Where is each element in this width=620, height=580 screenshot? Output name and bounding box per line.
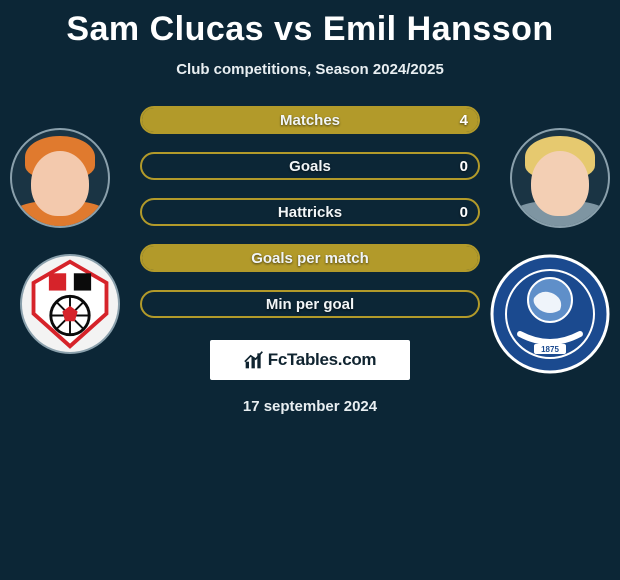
fctables-logo: FcTables.com bbox=[210, 340, 410, 380]
title-player-right: Emil Hansson bbox=[323, 10, 554, 48]
stat-bar-min-per-goal: Min per goal bbox=[140, 290, 480, 318]
fctables-logo-text: FcTables.com bbox=[268, 350, 377, 370]
bar-chart-icon bbox=[244, 350, 264, 370]
title-player-left: Sam Clucas bbox=[66, 10, 264, 48]
player-left-skin bbox=[31, 151, 89, 216]
stat-bar-value-right: 0 bbox=[460, 204, 468, 221]
club-right-crest-icon: 1875 bbox=[490, 254, 610, 374]
svg-text:1875: 1875 bbox=[541, 345, 559, 354]
stat-bar-value-right: 4 bbox=[460, 112, 468, 129]
stat-bars: Matches 4 Goals 0 Hattricks 0 Goals per match M… bbox=[140, 106, 480, 318]
date-text: 17 september 2024 bbox=[0, 398, 620, 415]
title-vs: vs bbox=[274, 10, 313, 48]
stat-bar-label: Goals per match bbox=[251, 250, 369, 267]
stat-bar-goals-per-match: Goals per match bbox=[140, 244, 480, 272]
stat-bar-goals: Goals 0 bbox=[140, 152, 480, 180]
subtitle: Club competitions, Season 2024/2025 bbox=[0, 61, 620, 78]
player-right-face bbox=[512, 130, 608, 226]
stat-bar-label: Goals bbox=[289, 158, 331, 175]
player-left-face bbox=[12, 130, 108, 226]
club-left-crest-icon bbox=[22, 256, 118, 352]
stat-bar-matches: Matches 4 bbox=[140, 106, 480, 134]
stat-bar-label: Hattricks bbox=[278, 204, 342, 221]
stat-bar-label: Min per goal bbox=[266, 296, 354, 313]
player-right-avatar bbox=[510, 128, 610, 228]
stat-bar-value-right: 0 bbox=[460, 158, 468, 175]
stat-bar-hattricks: Hattricks 0 bbox=[140, 198, 480, 226]
club-left-badge bbox=[20, 254, 120, 354]
club-right-badge: 1875 bbox=[490, 254, 610, 374]
player-right-skin bbox=[531, 151, 589, 216]
player-left-avatar bbox=[10, 128, 110, 228]
stat-bar-label: Matches bbox=[280, 112, 340, 129]
comparison-area: 1875 Matches 4 Goals 0 Hattricks 0 Goals per m… bbox=[0, 106, 620, 415]
page-title: Sam Clucas vs Emil Hansson bbox=[0, 0, 620, 49]
